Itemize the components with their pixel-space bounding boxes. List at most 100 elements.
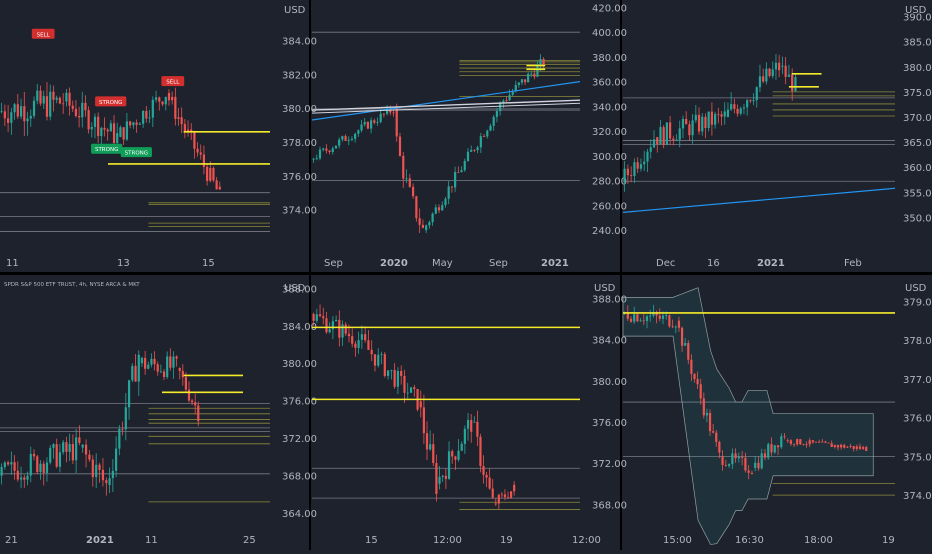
candle (787, 74, 791, 77)
y-tick-label: 368.00 (592, 500, 627, 511)
candle (312, 158, 315, 160)
candle (491, 488, 494, 498)
candle (720, 114, 723, 117)
candle (431, 213, 434, 223)
candle (511, 91, 514, 95)
candle (789, 440, 793, 444)
candle (81, 102, 84, 118)
candle (190, 129, 193, 132)
candle (814, 441, 818, 443)
candle (447, 186, 450, 199)
candle (379, 113, 382, 122)
candle (536, 65, 539, 77)
candle (830, 443, 833, 448)
candle (400, 371, 403, 376)
candle (508, 94, 511, 101)
candle (418, 218, 421, 225)
candle (351, 336, 354, 344)
candle (97, 116, 100, 137)
candle (132, 122, 135, 126)
candle (186, 129, 190, 132)
candle (209, 167, 212, 181)
candle (662, 127, 665, 145)
candle (717, 113, 720, 115)
candle (199, 152, 202, 155)
y-tick-label: 380.00 (903, 63, 932, 74)
candle (497, 494, 500, 504)
candle (140, 357, 144, 364)
candle (380, 354, 383, 355)
candle (658, 315, 661, 319)
candle (818, 441, 821, 443)
candle (150, 358, 153, 365)
candle (476, 147, 479, 151)
candle (121, 428, 124, 430)
candle (520, 79, 524, 83)
candle (473, 421, 476, 423)
y-tick-label: 260.00 (592, 201, 627, 212)
candle (489, 125, 492, 131)
candle (836, 445, 840, 448)
candle (87, 110, 90, 130)
candle (215, 180, 218, 190)
y-tick-label: 385.00 (903, 38, 932, 49)
y-tick-label: 378.00 (282, 138, 317, 149)
y-tick-label: 400.00 (592, 28, 627, 39)
candle (386, 370, 390, 376)
candle (710, 111, 713, 125)
candle (705, 412, 709, 416)
candle (438, 476, 441, 484)
signal-label: SELL (37, 32, 51, 38)
candle (411, 186, 415, 197)
trend-line-white (311, 102, 581, 114)
candle (447, 451, 451, 479)
candle (457, 172, 460, 173)
candle (645, 316, 649, 321)
candle (533, 73, 536, 77)
candle (116, 133, 119, 143)
candle (93, 116, 97, 127)
candle (693, 373, 696, 380)
candle (684, 343, 687, 346)
candle (390, 369, 393, 371)
candle (88, 454, 91, 460)
candle (395, 108, 398, 137)
candle (184, 377, 188, 390)
candle (127, 380, 131, 408)
y-tick-label: 378.00 (903, 336, 932, 347)
candle (111, 470, 114, 479)
candle (148, 117, 151, 119)
signal-label: STRONG (99, 100, 122, 106)
candle (530, 73, 533, 75)
candle (68, 444, 71, 452)
candle (708, 412, 712, 432)
candle (514, 84, 517, 92)
candle (180, 117, 183, 125)
candle (784, 65, 787, 77)
candle (649, 147, 652, 152)
candle (776, 445, 780, 448)
candle (674, 326, 677, 328)
candle (16, 104, 19, 117)
x-tick-label: 2021 (86, 535, 114, 546)
candle (675, 139, 678, 141)
candle (500, 494, 503, 496)
candle (488, 477, 491, 489)
candle (630, 175, 633, 176)
x-tick-label: 11 (6, 258, 19, 269)
candle (315, 314, 318, 321)
x-tick-label: 19 (882, 535, 895, 546)
candle (691, 120, 694, 136)
candle (103, 127, 106, 130)
candle (750, 472, 754, 475)
candle (633, 314, 636, 322)
candle (62, 442, 65, 453)
candle (505, 100, 508, 102)
y-tick-label: 340.00 (592, 102, 627, 113)
candle (441, 205, 444, 211)
y-tick-label: 374.00 (903, 491, 932, 502)
candle (661, 315, 665, 319)
candle (677, 320, 681, 328)
candle (425, 225, 428, 231)
